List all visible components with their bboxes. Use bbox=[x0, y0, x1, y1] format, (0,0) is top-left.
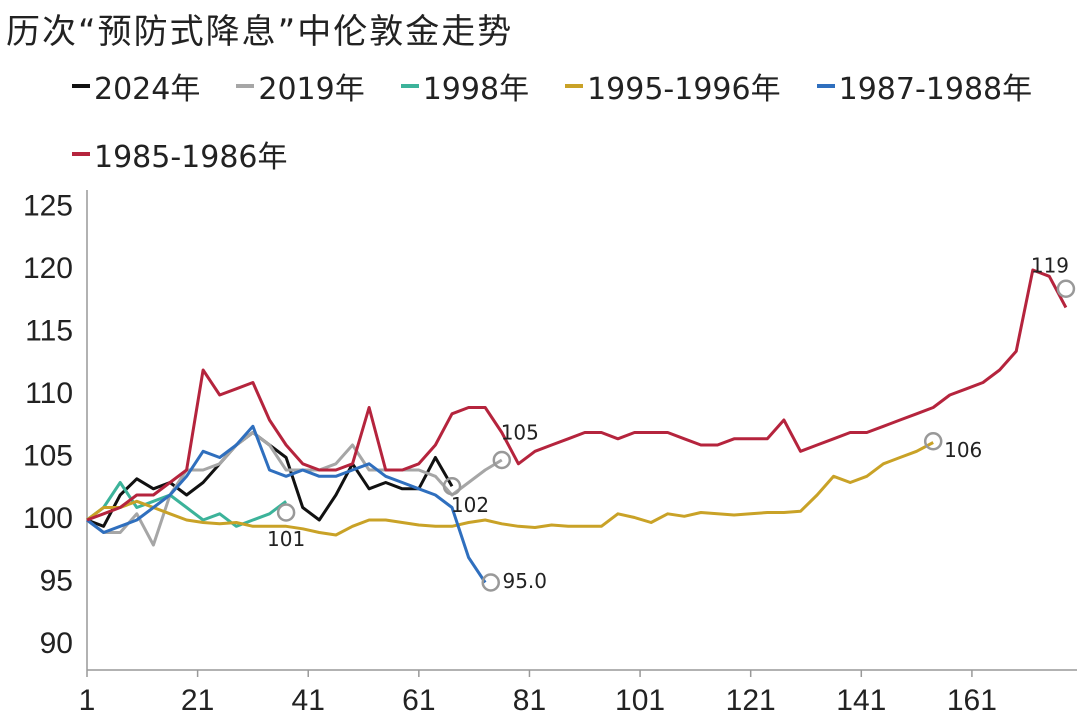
chart-title: 历次“预防式降息”中伦敦金走势 bbox=[6, 12, 514, 52]
legend-label: 1985-1986年 bbox=[94, 140, 288, 175]
series-line bbox=[86, 268, 1068, 522]
legend-item: 1987-1988年 bbox=[816, 64, 1033, 108]
legend-label: 1987-1988年 bbox=[838, 72, 1033, 107]
annotation-label: 106 bbox=[944, 438, 982, 462]
legend-label: 1995-1996年 bbox=[587, 72, 781, 107]
series-line bbox=[86, 441, 934, 537]
legend-swatch bbox=[816, 84, 835, 88]
legend-swatch bbox=[72, 152, 90, 156]
x-tick-label: 61 bbox=[402, 684, 435, 717]
series-line bbox=[86, 481, 288, 528]
legend-item: 2019年 bbox=[236, 64, 365, 108]
legend-label: 2019年 bbox=[258, 72, 365, 107]
x-tick-label: 41 bbox=[292, 684, 325, 717]
annotation-label: 119 bbox=[1031, 253, 1069, 277]
annotation-marker bbox=[1056, 279, 1076, 298]
legend: 2024年 2019年 1998年 1995-1996年 1987-1988年 1985-… bbox=[72, 64, 1072, 176]
legend-item: 1995-1996年 bbox=[565, 64, 781, 108]
legend-swatch bbox=[72, 84, 90, 88]
y-tick-label: 95 bbox=[40, 564, 73, 597]
y-tick-label: 120 bbox=[23, 252, 73, 285]
legend-item: 1985-1986年 bbox=[72, 132, 288, 176]
annotation-marker bbox=[923, 432, 943, 451]
x-tick-label: 161 bbox=[947, 684, 997, 717]
x-tick-label: 121 bbox=[726, 684, 776, 717]
series-line bbox=[86, 431, 503, 547]
y-tick-label: 115 bbox=[25, 314, 73, 347]
annotation-marker bbox=[442, 477, 462, 496]
x-tick-label: 81 bbox=[513, 684, 546, 717]
annotation-marker bbox=[492, 450, 512, 470]
legend-swatch bbox=[400, 84, 419, 88]
annotation-label: 102 bbox=[451, 493, 489, 517]
annotation-label: 101 bbox=[267, 527, 305, 551]
legend-swatch bbox=[565, 84, 584, 88]
y-tick-label: 105 bbox=[23, 439, 73, 472]
x-tick-label: 21 bbox=[181, 684, 214, 717]
x-tick-label: 1 bbox=[79, 684, 96, 717]
legend-swatch bbox=[236, 84, 255, 88]
legend-label: 1998年 bbox=[422, 72, 530, 107]
annotation-marker bbox=[481, 573, 500, 592]
y-tick-label: 125 bbox=[23, 189, 73, 222]
y-tick-label: 90 bbox=[40, 627, 73, 660]
legend-item: 1998年 bbox=[400, 64, 530, 108]
series-line bbox=[86, 424, 487, 584]
y-tick-label: 100 bbox=[23, 502, 73, 535]
x-tick-label: 101 bbox=[615, 684, 665, 717]
annotation-label: 95.0 bbox=[502, 569, 547, 593]
legend-label: 2024年 bbox=[94, 72, 201, 107]
annotation-label: 105 bbox=[501, 421, 539, 445]
y-tick-label: 110 bbox=[25, 377, 73, 410]
annotation-marker bbox=[276, 503, 296, 522]
legend-item: 2024年 bbox=[72, 64, 200, 108]
x-tick-label: 141 bbox=[836, 684, 886, 717]
